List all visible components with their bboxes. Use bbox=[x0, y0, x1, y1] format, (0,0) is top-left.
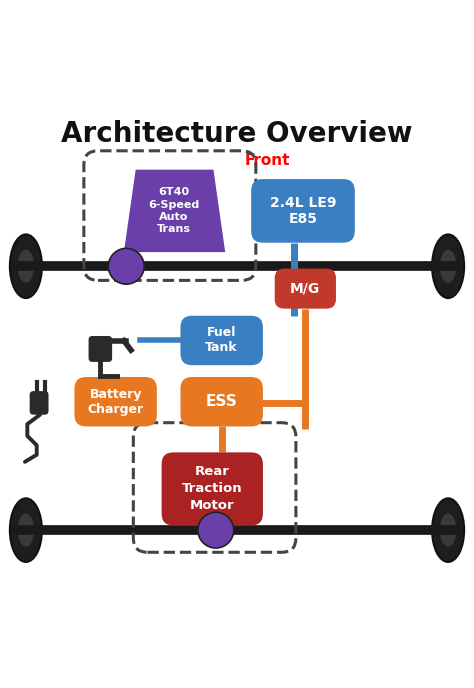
Text: Front: Front bbox=[245, 153, 291, 168]
Circle shape bbox=[109, 248, 144, 284]
FancyBboxPatch shape bbox=[162, 453, 263, 526]
FancyBboxPatch shape bbox=[30, 391, 48, 415]
Ellipse shape bbox=[10, 235, 42, 298]
Ellipse shape bbox=[18, 514, 34, 547]
Text: 6T40
6-Speed
Auto
Trans: 6T40 6-Speed Auto Trans bbox=[148, 187, 199, 235]
Text: Rear
Traction
Motor: Rear Traction Motor bbox=[182, 465, 243, 513]
Polygon shape bbox=[124, 170, 225, 252]
Ellipse shape bbox=[432, 498, 464, 562]
FancyBboxPatch shape bbox=[251, 179, 355, 243]
FancyBboxPatch shape bbox=[181, 316, 263, 365]
Text: Battery
Charger: Battery Charger bbox=[88, 388, 144, 416]
Text: Architecture Overview: Architecture Overview bbox=[61, 120, 413, 148]
Circle shape bbox=[198, 513, 234, 548]
Text: Fuel
Tank: Fuel Tank bbox=[205, 327, 238, 354]
FancyBboxPatch shape bbox=[181, 377, 263, 427]
Text: ESS: ESS bbox=[206, 394, 237, 409]
Ellipse shape bbox=[10, 498, 42, 562]
Ellipse shape bbox=[18, 250, 34, 283]
Ellipse shape bbox=[440, 514, 456, 547]
FancyBboxPatch shape bbox=[89, 336, 112, 362]
FancyBboxPatch shape bbox=[275, 268, 336, 309]
Text: 2.4L LE9
E85: 2.4L LE9 E85 bbox=[270, 196, 336, 226]
Ellipse shape bbox=[432, 235, 464, 298]
Ellipse shape bbox=[440, 250, 456, 283]
Text: M/G: M/G bbox=[290, 281, 320, 296]
FancyBboxPatch shape bbox=[74, 377, 157, 427]
